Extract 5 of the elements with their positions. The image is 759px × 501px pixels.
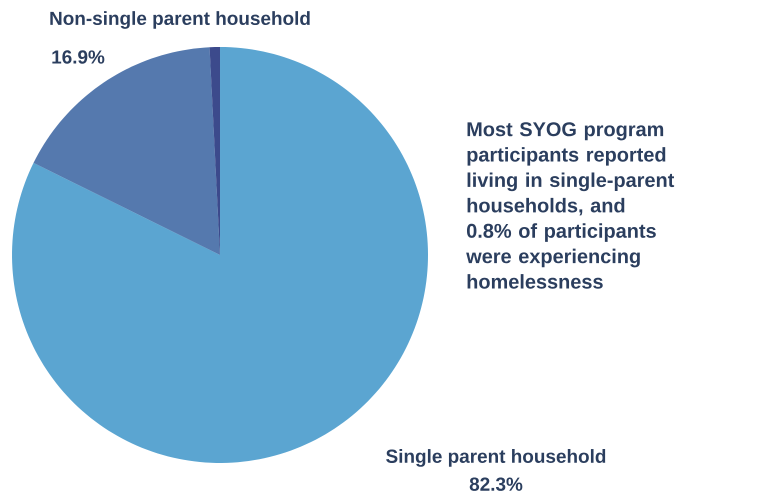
slice-label: Non-single parent household: [50, 11, 310, 29]
data-label: 16.9%: [52, 50, 104, 64]
slice-label: Single parent household: [386, 449, 606, 467]
text: Most SYOG program participants reported living in single-parent households, and 0.8% of participants were experiencing homelessness: [466, 122, 674, 289]
data-label: 82.3%: [470, 477, 522, 491]
